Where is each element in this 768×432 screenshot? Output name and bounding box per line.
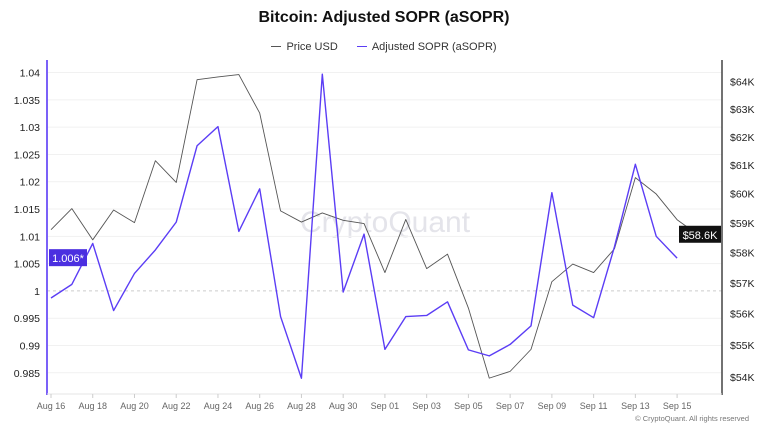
- chart-title: Bitcoin: Adjusted SOPR (aSOPR): [258, 9, 510, 26]
- x-axis-tick: Aug 30: [329, 401, 358, 411]
- asopr-current-badge: [49, 249, 87, 267]
- x-axis-tick: Aug 16: [37, 401, 66, 411]
- right-axis-tick: $62K: [730, 132, 755, 144]
- legend-label-price: Price USD: [286, 40, 338, 53]
- price-current-badge: [679, 225, 721, 243]
- left-axis-tick: 1.04: [20, 68, 41, 80]
- left-axis-tick: 0.99: [20, 341, 41, 353]
- right-axis-tick: $58K: [730, 248, 755, 260]
- left-axis-tick: 1: [34, 286, 40, 298]
- series-line-asopr: [50, 73, 678, 379]
- x-axis-tick: Aug 28: [287, 401, 316, 411]
- x-axis-tick: Sep 03: [412, 401, 441, 411]
- price-current-label: $58.6K: [683, 230, 719, 242]
- legend: Price USD Adjusted SOPR (aSOPR): [0, 38, 768, 53]
- x-axis-tick: Sep 07: [496, 401, 525, 411]
- watermark: CryptoQuant: [300, 206, 471, 239]
- left-axis-tick: 1.035: [14, 95, 40, 107]
- x-axis-tick: Sep 09: [538, 401, 567, 411]
- x-axis-tick: Sep 15: [663, 401, 692, 411]
- x-axis-tick: Sep 05: [454, 401, 483, 411]
- left-axis-tick: 1.005: [14, 259, 40, 271]
- copyright-footer: © CryptoQuant. All rights reserved: [635, 414, 749, 423]
- left-axis-tick: 1.015: [14, 204, 40, 216]
- right-axis-tick: $59K: [730, 218, 755, 230]
- legend-label-asopr: Adjusted SOPR (aSOPR): [371, 40, 497, 53]
- x-axis-tick: Sep 13: [621, 401, 650, 411]
- x-axis-tick: Aug 24: [204, 401, 233, 411]
- x-axis-tick: Sep 11: [580, 401, 608, 411]
- left-axis-tick: 0.985: [14, 368, 40, 380]
- legend-item-price[interactable]: Price USD: [271, 40, 338, 53]
- legend-item-asopr[interactable]: Adjusted SOPR (aSOPR): [356, 40, 497, 53]
- x-axis-tick: Aug 18: [78, 401, 107, 411]
- right-axis-tick: $64K: [730, 77, 755, 89]
- left-axis-tick: 0.995: [14, 313, 40, 325]
- legend-swatch-asopr: [356, 46, 367, 47]
- x-axis-tick: Aug 26: [245, 401, 274, 411]
- right-axis-tick: $54K: [730, 372, 755, 384]
- legend-swatch-price: [271, 46, 282, 47]
- right-axis-tick: $56K: [730, 309, 755, 321]
- right-axis-tick: $55K: [730, 340, 755, 352]
- x-axis-tick: Aug 22: [162, 401, 191, 411]
- right-axis-tick: $63K: [730, 104, 755, 116]
- left-axis-tick: 1.025: [14, 149, 40, 161]
- right-axis-tick: $57K: [730, 278, 755, 290]
- x-axis-tick: Sep 01: [371, 401, 400, 411]
- x-axis-tick: Aug 20: [120, 401, 149, 411]
- right-axis-tick: $61K: [730, 160, 755, 172]
- left-axis-tick: 1.01: [20, 231, 41, 243]
- asopr-current-label: 1.006*: [52, 253, 85, 265]
- left-axis-tick: 1.03: [20, 122, 41, 134]
- right-axis-tick: $60K: [730, 189, 755, 201]
- series-line-price: [50, 74, 699, 379]
- left-axis-tick: 1.02: [20, 177, 41, 189]
